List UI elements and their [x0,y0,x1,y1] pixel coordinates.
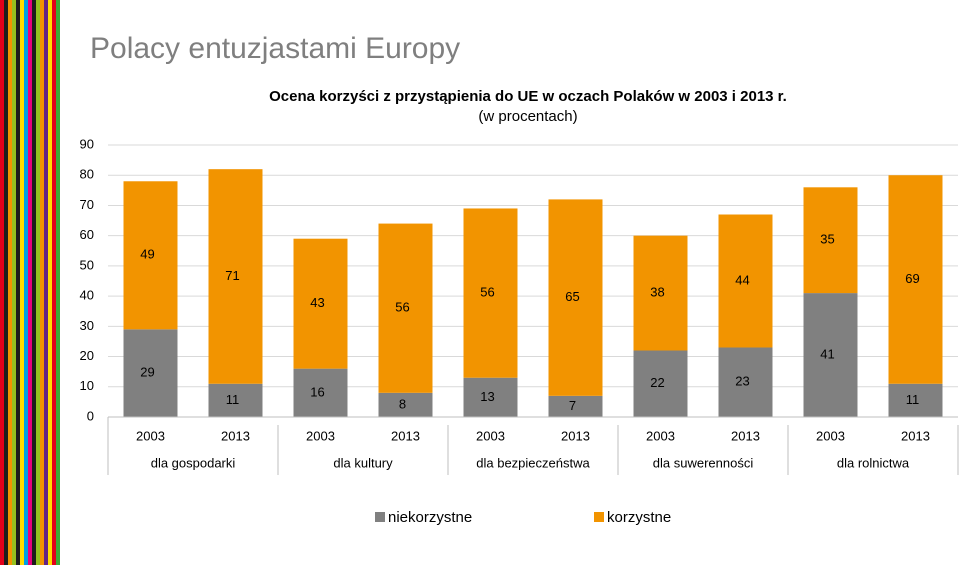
group-label: dla gospodarki [151,455,236,470]
y-tick-label: 0 [87,408,94,423]
x-tick-label: 2003 [476,428,505,443]
data-label: 22 [650,375,664,390]
bar-segment [548,199,603,396]
data-label: 71 [225,268,239,283]
data-label: 44 [735,272,749,287]
legend-label: korzystne [607,509,671,526]
y-tick-label: 30 [80,318,94,333]
bar-segment [208,383,263,417]
data-label: 56 [395,300,409,315]
bar-segment [123,181,178,330]
x-tick-label: 2013 [221,428,250,443]
bar-segment [378,392,433,417]
bar-segment [888,175,943,384]
bar-segment [463,208,518,378]
data-label: 41 [820,346,834,361]
legend-label: niekorzystne [388,509,472,526]
x-tick-label: 2013 [901,428,930,443]
data-label: 8 [399,396,406,411]
bar-segment [548,395,603,417]
x-tick-label: 2003 [816,428,845,443]
group-label: dla kultury [333,455,393,470]
x-tick-label: 2003 [136,428,165,443]
y-tick-label: 40 [80,288,94,303]
data-label: 43 [310,295,324,310]
chart-subtitle: (w procentach) [478,108,577,125]
bar-segment [293,368,348,417]
y-tick-label: 90 [80,136,94,151]
data-label: 56 [480,285,494,300]
data-label: 16 [310,384,324,399]
data-label: 49 [140,247,154,262]
y-tick-label: 60 [80,227,94,242]
data-label: 65 [565,289,579,304]
bar-segment [293,238,348,369]
bar-segment [803,293,858,417]
bar-segment [463,377,518,417]
data-label: 11 [226,392,240,407]
y-tick-label: 10 [80,378,94,393]
data-label: 13 [480,389,494,404]
bar-segment [718,347,773,417]
bar-segment [633,350,688,417]
data-label: 38 [650,285,664,300]
data-label: 11 [906,392,920,407]
data-label: 23 [735,374,749,389]
legend-swatch [594,512,604,522]
bar-segment [718,214,773,348]
y-tick-label: 70 [80,197,94,212]
x-tick-label: 2013 [561,428,590,443]
data-label: 7 [569,398,576,413]
y-tick-label: 50 [80,257,94,272]
bar-segment [888,383,943,417]
group-label: dla suwerenności [653,455,754,470]
y-tick-label: 20 [80,348,94,363]
bar-segment [378,223,433,393]
bar-segment [803,187,858,294]
slide-title: Polacy entuzjastami Europy [90,32,460,65]
x-tick-label: 2003 [306,428,335,443]
group-label: dla bezpieczeństwa [476,455,590,470]
data-label: 35 [820,232,834,247]
chart-title: Ocena korzyści z przystąpienia do UE w o… [269,88,787,105]
legend-swatch [375,512,385,522]
bar-segment [208,169,263,384]
bar-segment [123,329,178,417]
decor-stripes [0,0,60,565]
data-label: 29 [140,365,154,380]
bar-segment [633,235,688,351]
group-label: dla rolnictwa [837,455,910,470]
x-tick-label: 2003 [646,428,675,443]
data-label: 69 [905,271,919,286]
x-tick-label: 2013 [391,428,420,443]
y-tick-label: 80 [80,167,94,182]
x-tick-label: 2013 [731,428,760,443]
